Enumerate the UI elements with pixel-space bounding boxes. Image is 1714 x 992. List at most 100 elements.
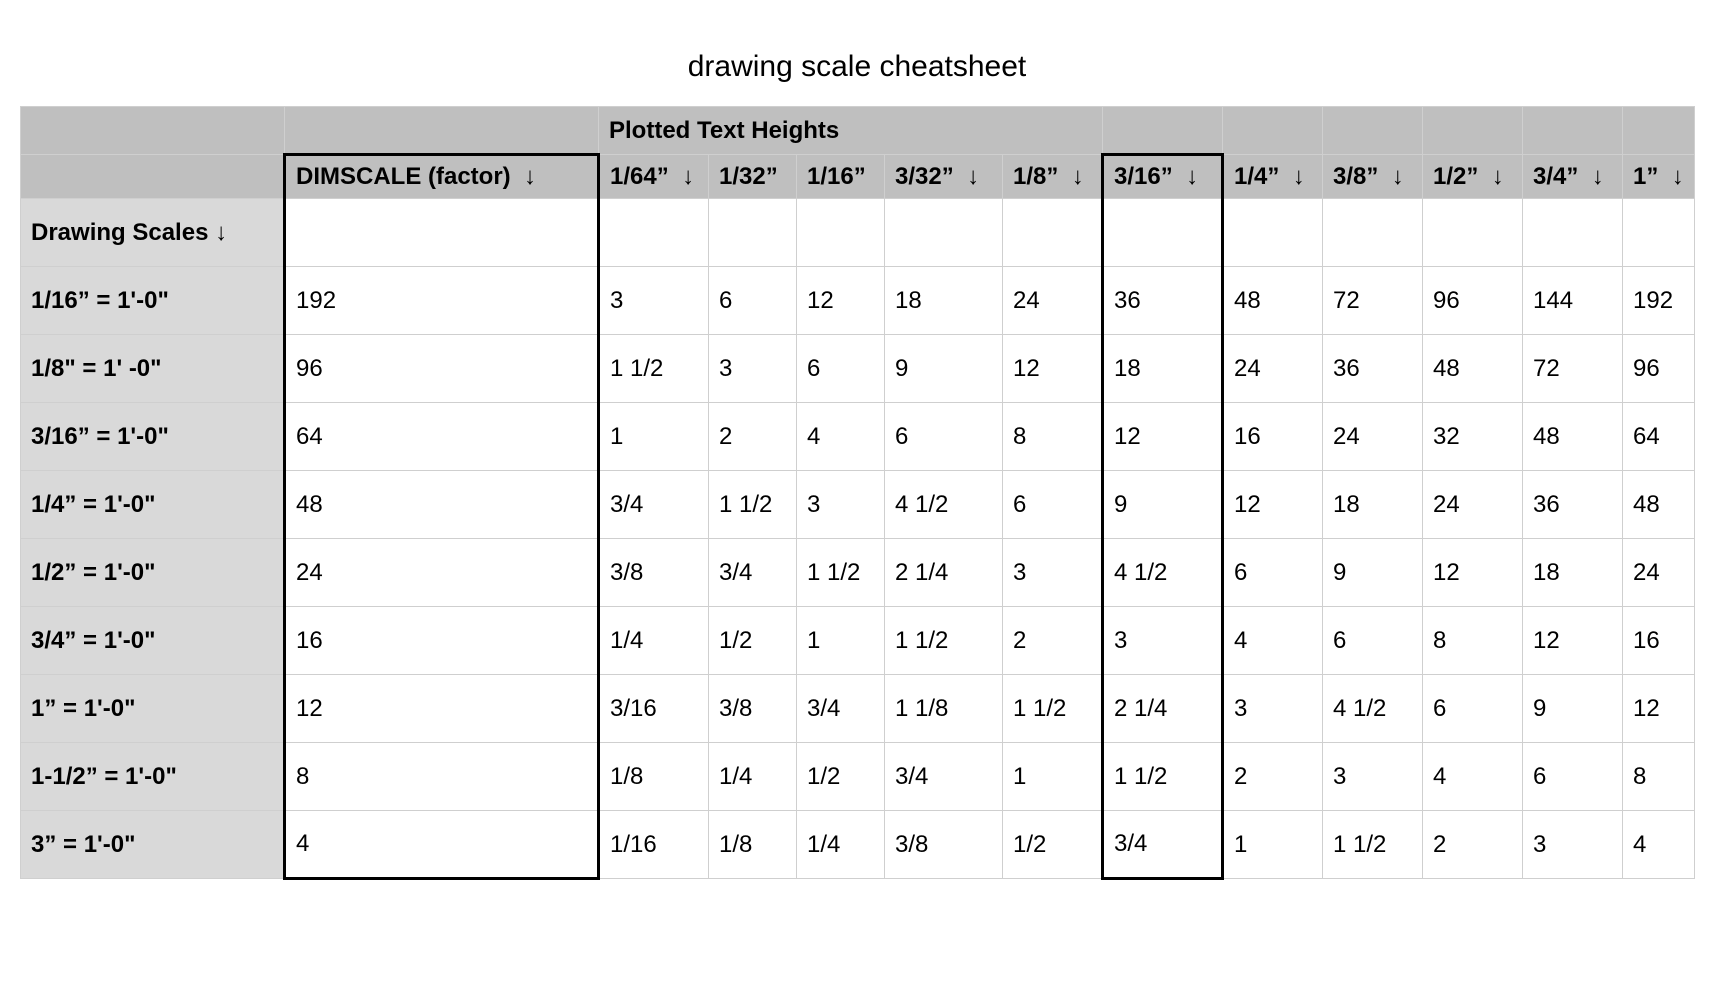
value-cell: 36 [1323,335,1423,403]
column-label: 3/8” [1333,163,1378,190]
empty-cell [1623,199,1695,267]
value-cell: 3 [1223,675,1323,743]
value-cell: 9 [1523,675,1623,743]
value-cell: 4 1/2 [1103,539,1223,607]
column-header: 1/4” ↓ [1223,155,1323,199]
empty-cell [1323,199,1423,267]
section-header: Plotted Text Heights [599,107,1103,155]
value-cell: 3/4 [709,539,797,607]
column-header: 3/4” ↓ [1523,155,1623,199]
value-cell: 18 [1103,335,1223,403]
value-cell: 16 [1223,403,1323,471]
value-cell: 1 1/2 [885,607,1003,675]
value-cell: 12 [1623,675,1695,743]
value-cell: 48 [1223,267,1323,335]
value-cell: 48 [1623,471,1695,539]
value-cell: 36 [1103,267,1223,335]
value-cell: 1 1/2 [797,539,885,607]
header-blank [1323,107,1423,155]
header-blank [1423,107,1523,155]
header-blank [1623,107,1695,155]
value-cell: 12 [1103,403,1223,471]
value-cell: 72 [1523,335,1623,403]
column-header: 1” ↓ [1623,155,1695,199]
value-cell: 2 1/4 [885,539,1003,607]
value-cell: 3/4 [599,471,709,539]
column-header: 3/32” ↓ [885,155,1003,199]
column-header: 1/2” ↓ [1423,155,1523,199]
value-cell: 6 [1423,675,1523,743]
value-cell: 192 [285,267,599,335]
value-cell: 12 [1223,471,1323,539]
value-cell: 3 [1523,811,1623,879]
value-cell: 3 [1323,743,1423,811]
row-scale-label: 1/4” = 1'-0" [21,471,285,539]
column-header: 3/16” ↓ [1103,155,1223,199]
down-arrow-icon: ↓ [1492,163,1504,190]
value-cell: 48 [1523,403,1623,471]
header-blank [1223,107,1323,155]
value-cell: 2 1/4 [1103,675,1223,743]
down-arrow-icon: ↓ [1072,163,1084,190]
value-cell: 1 1/2 [599,335,709,403]
value-cell: 8 [285,743,599,811]
empty-cell [1523,199,1623,267]
value-cell: 144 [1523,267,1623,335]
value-cell: 2 [1003,607,1103,675]
value-cell: 9 [885,335,1003,403]
header-blank [1103,107,1223,155]
value-cell: 2 [1423,811,1523,879]
value-cell: 24 [1623,539,1695,607]
down-arrow-icon: ↓ [1672,163,1684,190]
header-blank [1523,107,1623,155]
value-cell: 4 [1623,811,1695,879]
value-cell: 2 [709,403,797,471]
down-arrow-icon: ↓ [1293,163,1305,190]
row-scale-label: 1/2” = 1'-0" [21,539,285,607]
empty-cell [885,199,1003,267]
empty-cell [797,199,885,267]
value-cell: 4 [797,403,885,471]
value-cell: 64 [285,403,599,471]
value-cell: 3/4 [1103,811,1223,879]
column-label: 3/32” [895,163,954,190]
value-cell: 6 [1003,471,1103,539]
value-cell: 24 [285,539,599,607]
column-label: 1/32” [719,163,778,190]
value-cell: 3/8 [599,539,709,607]
value-cell: 192 [1623,267,1695,335]
column-label: 3/4” [1533,163,1578,190]
down-arrow-icon: ↓ [524,163,536,190]
empty-cell [285,199,599,267]
column-label: 1/64” [610,163,669,190]
empty-cell [709,199,797,267]
empty-cell [1223,199,1323,267]
column-label: 3/16” [1114,163,1173,190]
row-scale-label: 3” = 1'-0" [21,811,285,879]
down-arrow-icon: ↓ [1392,163,1404,190]
value-cell: 12 [1523,607,1623,675]
scale-table: Plotted Text Heights DIMSCALE (factor) ↓… [20,106,1695,880]
value-cell: 8 [1423,607,1523,675]
value-cell: 1/16 [599,811,709,879]
column-label: DIMSCALE (factor) [296,163,511,190]
value-cell: 64 [1623,403,1695,471]
column-header: 1/8” ↓ [1003,155,1103,199]
value-cell: 1/4 [599,607,709,675]
value-cell: 3 [797,471,885,539]
value-cell: 1/2 [709,607,797,675]
value-cell: 1 [599,403,709,471]
value-cell: 4 [285,811,599,879]
value-cell: 48 [285,471,599,539]
down-arrow-icon: ↓ [967,163,979,190]
value-cell: 3/16 [599,675,709,743]
header-corner2 [21,155,285,199]
value-cell: 3 [599,267,709,335]
value-cell: 3/8 [709,675,797,743]
value-cell: 3 [1003,539,1103,607]
value-cell: 9 [1323,539,1423,607]
value-cell: 1/4 [709,743,797,811]
value-cell: 3 [709,335,797,403]
value-cell: 6 [1523,743,1623,811]
value-cell: 4 1/2 [885,471,1003,539]
